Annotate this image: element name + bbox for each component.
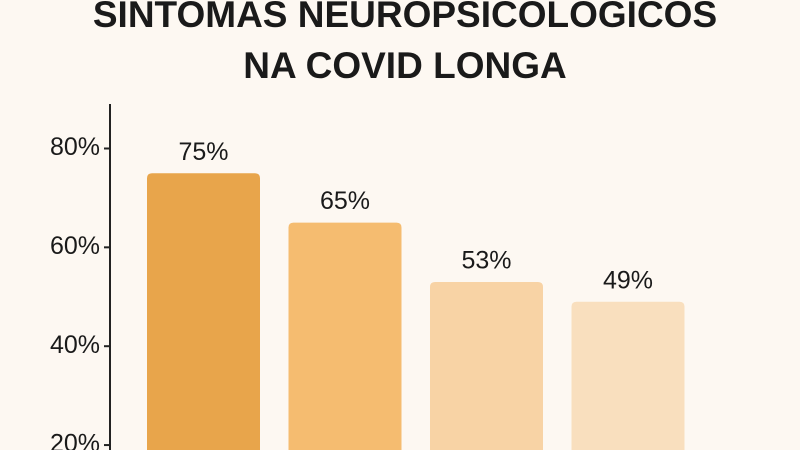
value-label: 75% [178, 138, 228, 166]
y-tick-label: 40% [50, 331, 100, 359]
y-tick-label: 80% [50, 133, 100, 161]
bar [430, 281, 543, 450]
bar [288, 222, 402, 450]
value-label: 65% [320, 187, 370, 215]
value-label: 53% [461, 247, 511, 275]
y-tick-label: 20% [50, 430, 100, 450]
y-tick-label: 60% [50, 232, 100, 260]
chart-title: SINTOMAS NEUROPSICOLÓGICOS [93, 0, 717, 35]
bar [147, 173, 260, 450]
bar [571, 301, 685, 450]
value-label: 49% [603, 266, 653, 294]
chart-title: NA COVID LONGA [243, 45, 566, 86]
